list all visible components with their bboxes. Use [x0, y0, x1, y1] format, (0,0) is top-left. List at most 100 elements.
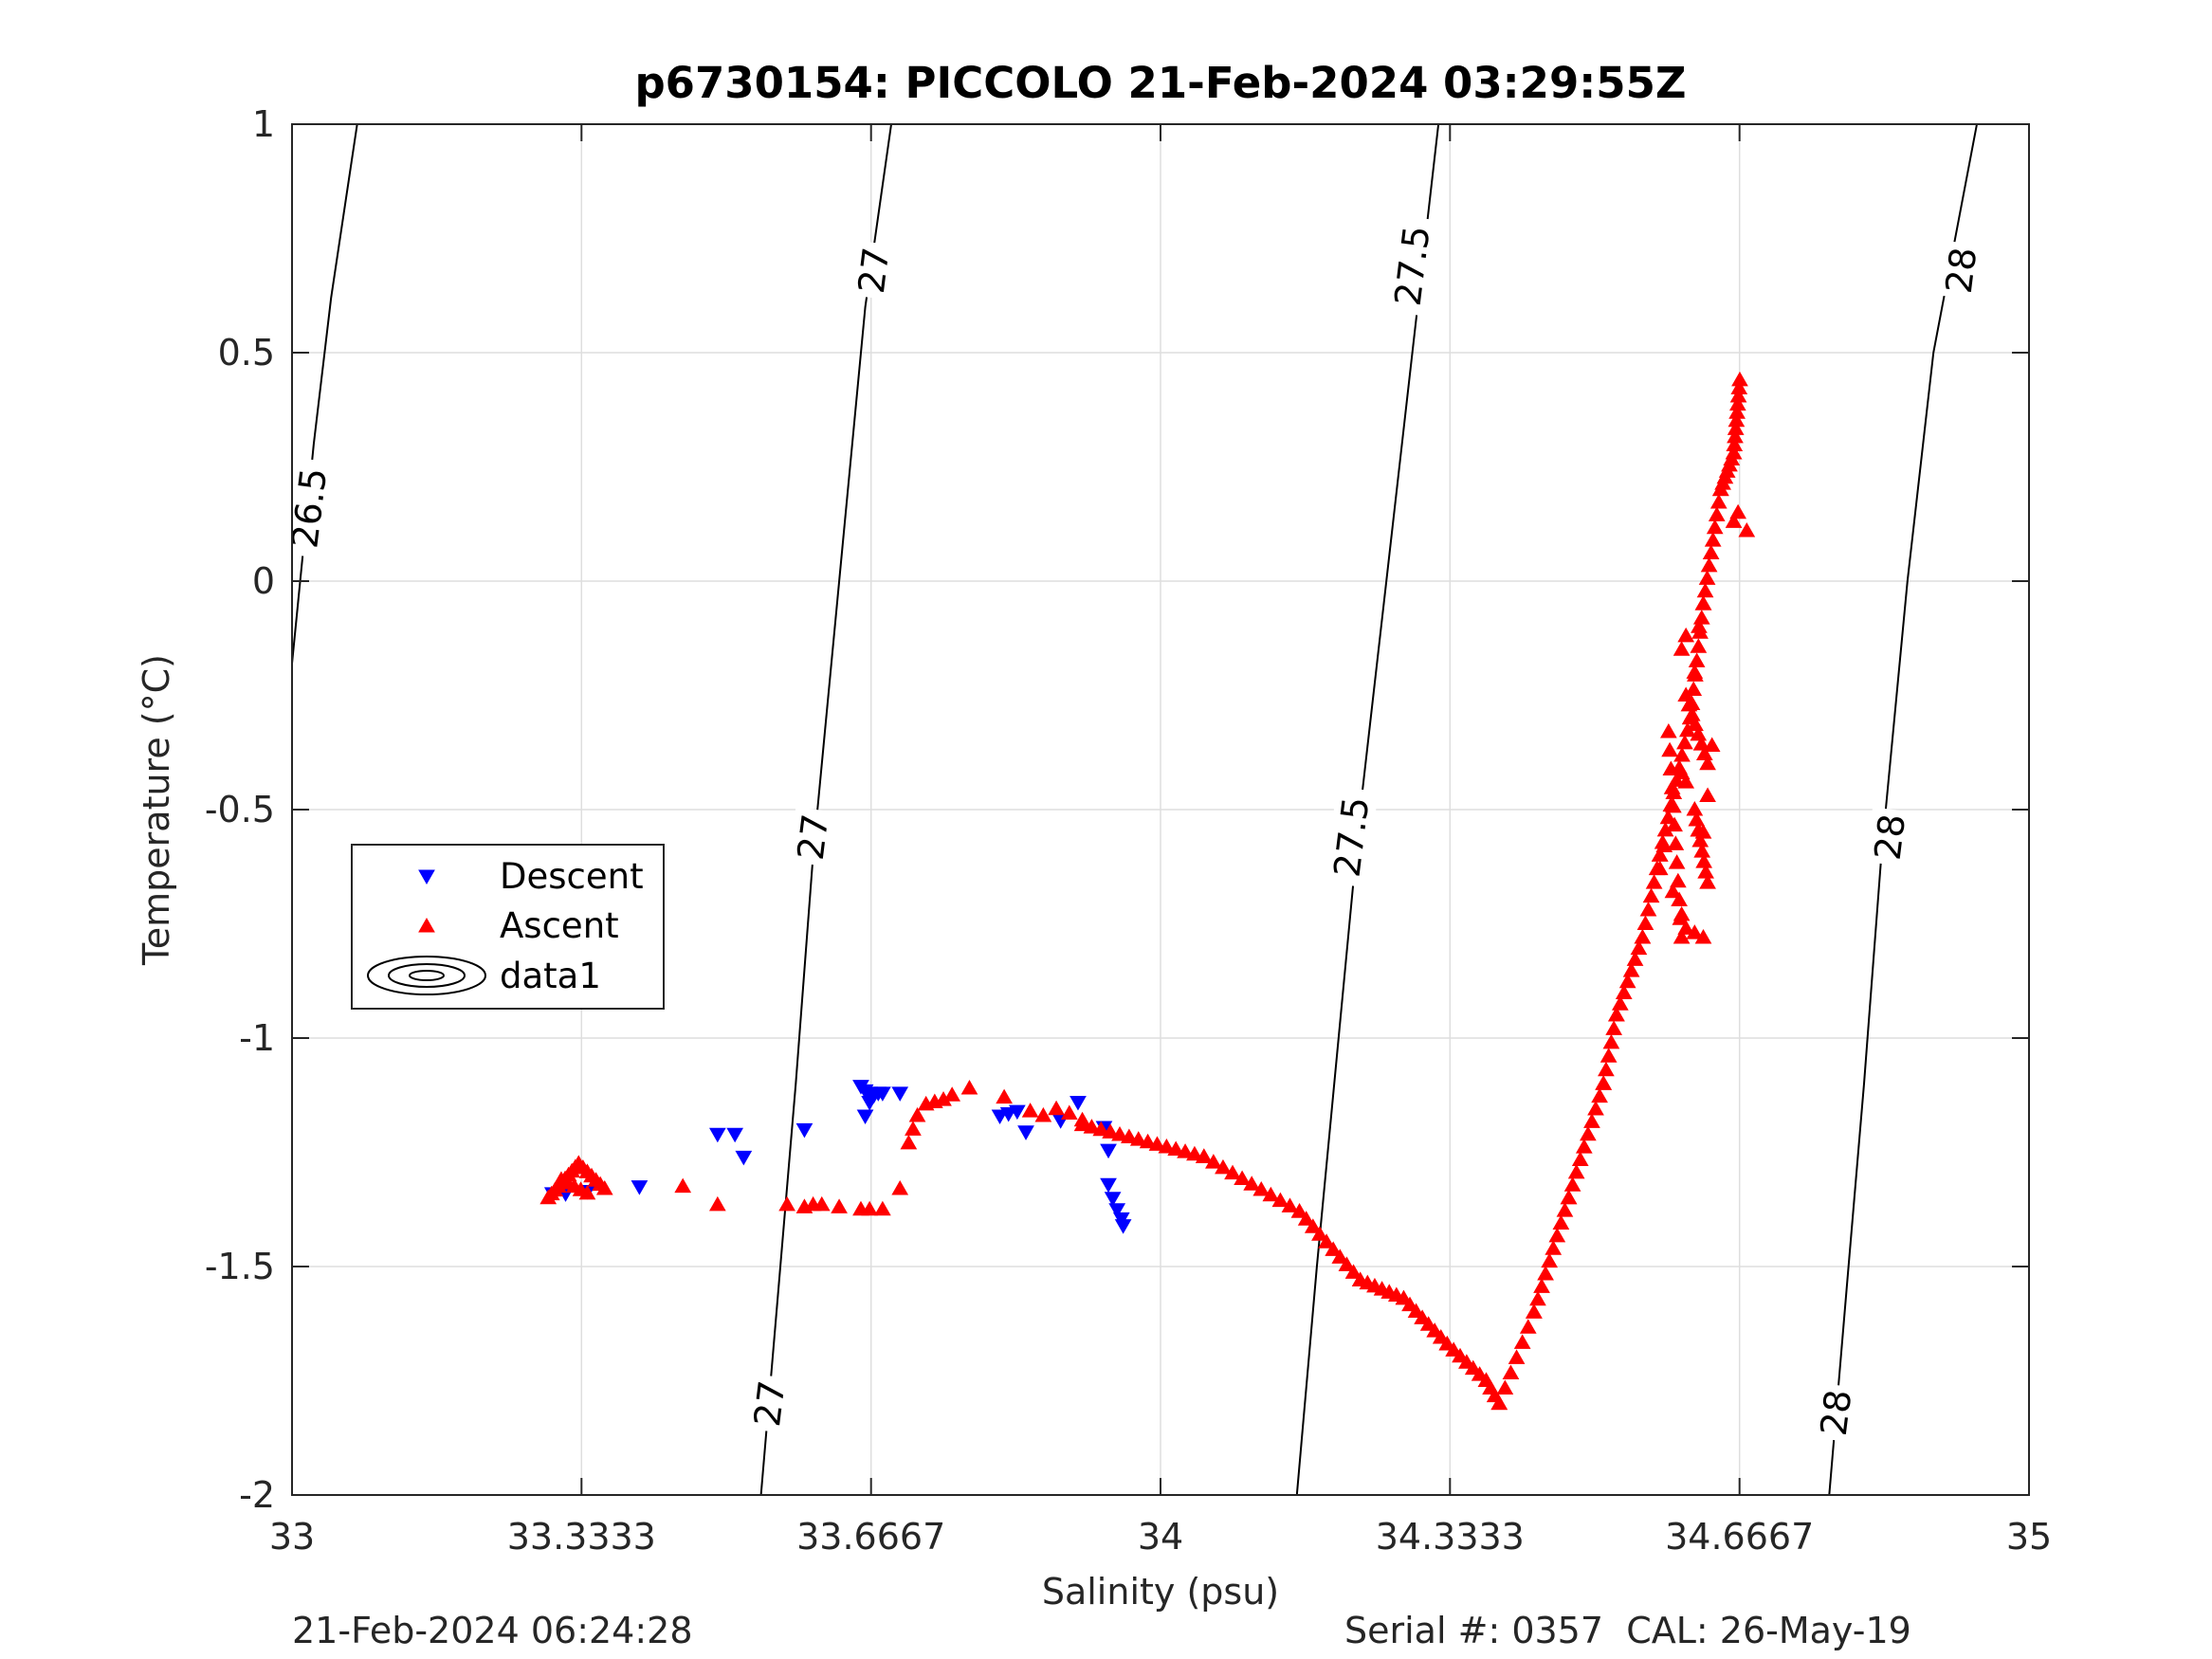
ascent-point [1148, 1136, 1166, 1151]
ascent-point [1626, 951, 1644, 966]
ascent-point [1727, 428, 1744, 444]
ascent-point [1700, 556, 1718, 573]
ascent-point [1659, 809, 1677, 825]
ascent-point [1696, 582, 1714, 598]
ascent-point [1691, 624, 1709, 639]
ascent-point [1654, 834, 1672, 849]
ascent-point [1651, 847, 1669, 862]
contour-label-group: 27.5 [1385, 215, 1439, 317]
contour-label-gap [850, 240, 899, 301]
contour-label-group: 28 [1937, 240, 1985, 301]
ascent-point [1636, 915, 1654, 930]
footer-timestamp: 21-Feb-2024 06:24:28 [292, 1610, 693, 1651]
ascent-point [1556, 1202, 1574, 1217]
contour-label: 28 [1867, 811, 1914, 862]
ascent-point [1699, 787, 1716, 803]
contour-label-gap [1866, 807, 1914, 867]
ascent-point [1598, 1061, 1615, 1077]
x-tick-label: 33 [269, 1516, 315, 1558]
ascent-point [1615, 984, 1633, 999]
ascent-point [1738, 521, 1756, 538]
ascent-point [1731, 371, 1748, 387]
contour-label-group: 27 [850, 240, 899, 301]
ascent-point [1686, 924, 1704, 939]
contour-label-gap [1385, 215, 1439, 317]
ascent-point [1591, 1087, 1608, 1103]
ascent-point [1683, 706, 1701, 721]
ascent-point [1338, 1256, 1356, 1271]
ascent-point [1083, 1119, 1101, 1134]
contour-label: 27.5 [1326, 794, 1378, 879]
legend-ascent-label: Ascent [500, 905, 619, 946]
ascent-point [960, 1080, 978, 1095]
ascent-point [1690, 638, 1708, 653]
ascent-point [1669, 872, 1687, 888]
ascent-point [1073, 1116, 1091, 1132]
y-tick-label: 0.5 [218, 332, 275, 374]
ascent-point [1121, 1128, 1138, 1144]
ascent-point [1687, 716, 1704, 731]
ascent-point [778, 1195, 795, 1212]
ascent-point [891, 1180, 909, 1195]
descent-point [726, 1127, 744, 1143]
contour-label: 27.5 [1387, 224, 1438, 308]
ascent-point [1728, 411, 1746, 428]
ascent-point [1699, 874, 1716, 889]
ascent-point [1648, 860, 1666, 876]
ascent-point [1526, 1304, 1543, 1319]
ascent-point [1680, 696, 1698, 712]
ascent-point [1692, 610, 1710, 625]
descent-point [874, 1086, 891, 1102]
contour-label-group: 27.5 [1325, 786, 1379, 888]
ascent-point [1673, 641, 1691, 656]
legend-descent-label: Descent [500, 856, 644, 897]
ascent-point [1513, 1334, 1531, 1349]
ascent-point [1666, 816, 1683, 832]
legend-contour-label: data1 [500, 956, 601, 996]
ascent-point [1262, 1186, 1280, 1202]
ascent-point [1728, 404, 1746, 419]
ascent-point [1692, 736, 1710, 751]
ascent-point [1195, 1148, 1213, 1163]
legend-box [351, 844, 665, 1010]
ascent-point [1671, 891, 1688, 907]
descent-point [1100, 1177, 1117, 1194]
ascent-point [1215, 1158, 1232, 1175]
ascent-point [1304, 1218, 1322, 1233]
ascent-point [1642, 887, 1660, 903]
ascent-point [1672, 910, 1690, 925]
ascent-point [1634, 928, 1652, 944]
ascent-point [1662, 760, 1680, 775]
contour-label-gap [283, 457, 337, 559]
x-tick-labels: 33 33.3333 33.6667 34 34.3333 34.6667 35 [269, 1516, 2052, 1558]
contour-label: 27 [790, 811, 837, 862]
ascent-point [1664, 883, 1682, 899]
ascent-point [1595, 1075, 1613, 1090]
ascent-point [1706, 519, 1724, 535]
ascent-point [1694, 595, 1712, 611]
ascent-point [1290, 1203, 1308, 1218]
contour-label: 27 [746, 1378, 794, 1429]
ascent-point [1092, 1121, 1110, 1137]
axis-ticks [291, 123, 2030, 1496]
ascent-point [1021, 1103, 1039, 1118]
ascent-point [1661, 741, 1678, 757]
ascent-point [1659, 723, 1677, 738]
ascent-point [1034, 1106, 1052, 1122]
contour-label-gap [1937, 240, 1985, 301]
contour-label-group: 28 [1866, 807, 1914, 867]
legend: Descent Ascent data1 [351, 844, 665, 1010]
descent-point [795, 1122, 814, 1139]
y-tick-label: 0 [252, 560, 275, 602]
ascent-point [1325, 1241, 1343, 1256]
ascent-point [1583, 1113, 1600, 1128]
descent-point [1104, 1192, 1122, 1207]
descent-point [735, 1150, 753, 1166]
contour-label-gap [789, 807, 837, 867]
ascent-point [1727, 420, 1745, 435]
legend-ascent-marker [418, 917, 435, 933]
contour-label-gap [1325, 786, 1379, 888]
ascent-point [1344, 1264, 1362, 1279]
ascent-point [708, 1195, 726, 1212]
ascent-point [1618, 973, 1636, 989]
